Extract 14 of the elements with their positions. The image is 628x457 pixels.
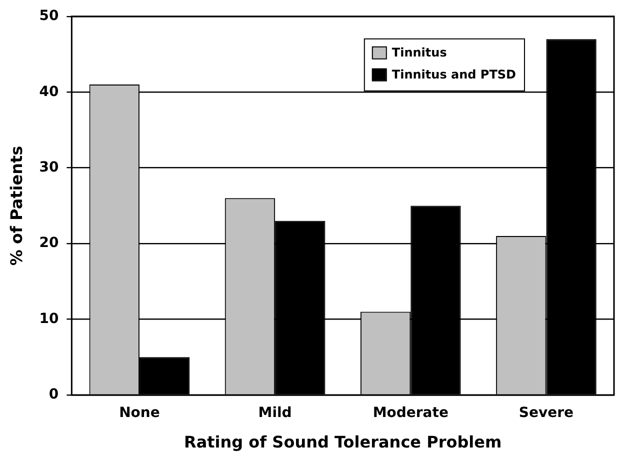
y-tick-label: 50 [39, 8, 59, 24]
x-axis-title: Rating of Sound Tolerance Problem [184, 432, 502, 452]
x-tick-label: None [119, 405, 160, 422]
y-tick-label: 0 [48, 386, 59, 403]
y-axis-title: % of Patients [6, 146, 26, 266]
legend-label: Tinnitus [392, 46, 447, 60]
legend-label: Tinnitus and PTSD [392, 68, 516, 82]
x-tick-label: Severe [518, 405, 574, 422]
x-tick-label: Mild [258, 405, 292, 422]
y-tick-label: 20 [39, 235, 59, 252]
y-tick-label: 10 [39, 310, 59, 327]
x-tick-label: Moderate [372, 405, 448, 422]
y-tick-label: 40 [39, 84, 59, 100]
y-tick-label: 30 [39, 159, 59, 176]
